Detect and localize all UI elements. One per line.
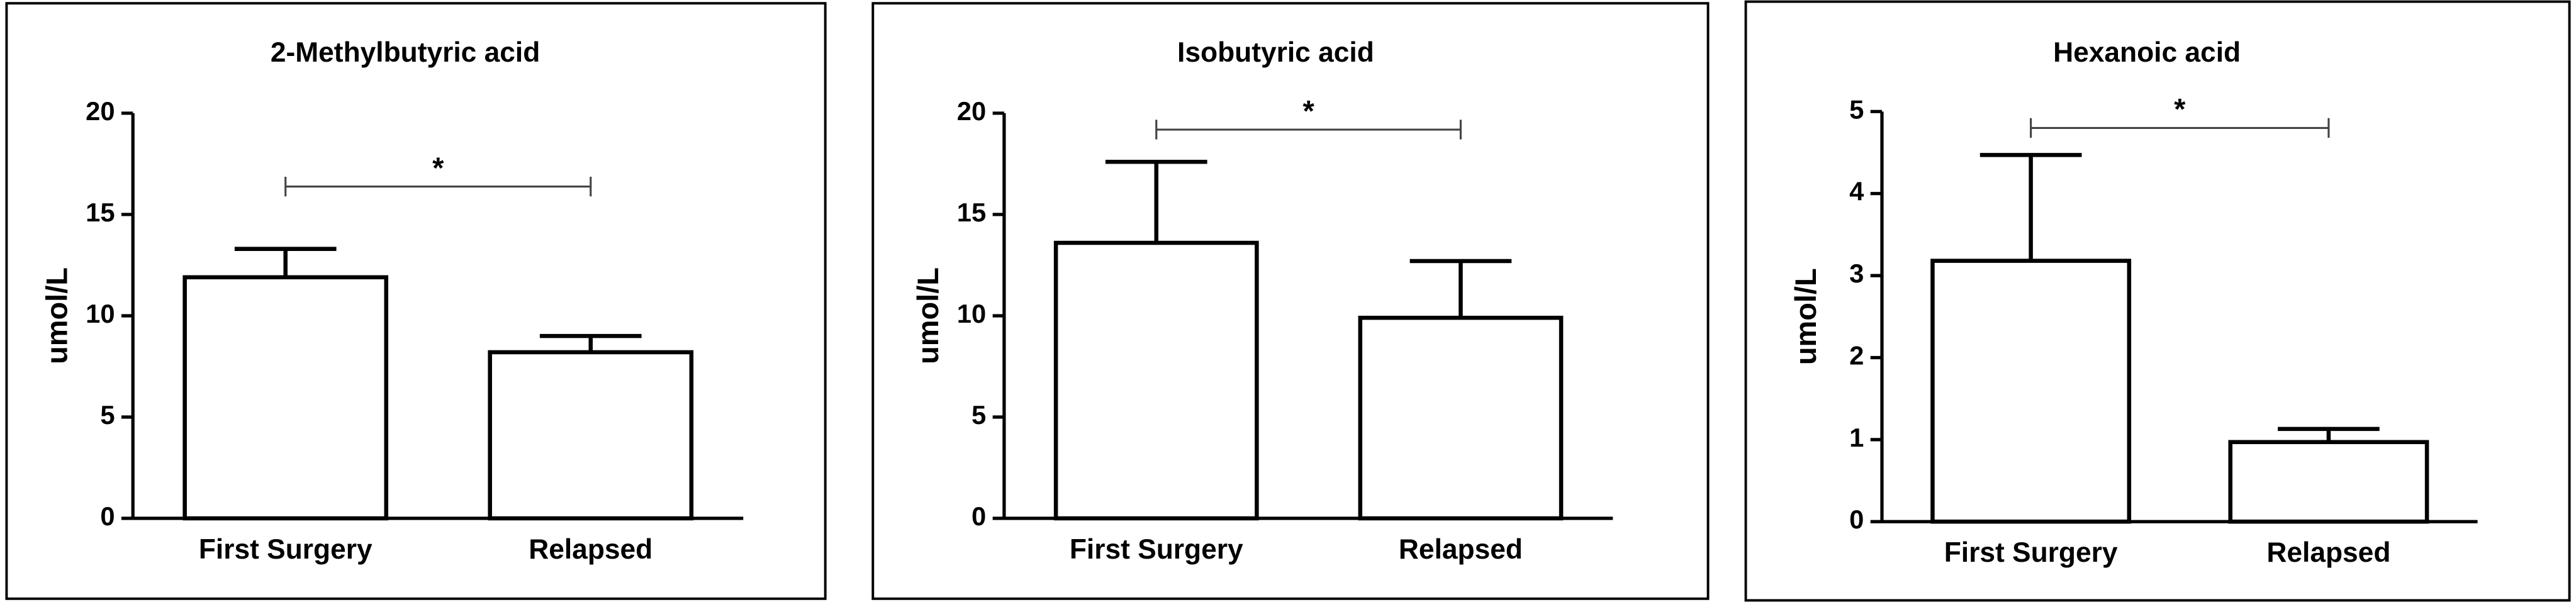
bar [488,350,694,521]
bar [1053,240,1259,521]
x-tick-label: Relapsed [529,534,652,565]
x-tick-label: First Surgery [199,534,372,565]
significance-star: * [2174,93,2186,126]
x-tick-label: First Surgery [1944,537,2118,568]
y-tick-label: 0 [972,501,986,531]
chart-title: Hexanoic acid [2053,37,2241,68]
bar [1358,315,1564,521]
y-tick-label: 5 [1849,94,1864,124]
y-tick-label: 15 [86,198,115,227]
y-tick-label: 2 [1849,340,1864,370]
y-tick-label: 10 [957,299,986,328]
y-tick-label: 20 [86,96,115,126]
y-tick-label: 4 [1849,177,1864,206]
panel-border [5,2,827,600]
y-axis-label: umol/L [912,267,944,364]
y-tick-label: 5 [100,400,115,430]
y-tick-label: 1 [1849,423,1864,452]
y-axis-label: umol/L [1789,268,1822,365]
y-tick-label: 20 [957,96,986,126]
y-tick-label: 0 [100,501,115,531]
x-tick-label: First Surgery [1070,534,1243,565]
y-axis-label: umol/L [40,267,73,364]
panel-border [871,2,1710,600]
y-tick-label: 5 [972,400,986,430]
bar [2228,440,2429,524]
y-tick-label: 0 [1849,504,1864,534]
chart-title: 2-Methylbutyric acid [271,37,540,68]
chart-title: Isobutyric acid [1177,37,1374,68]
bar [182,275,389,521]
x-tick-label: Relapsed [2266,537,2390,568]
y-tick-label: 15 [957,198,986,227]
y-tick-label: 10 [86,299,115,328]
panel-border [1744,0,2571,602]
y-tick-label: 3 [1849,259,1864,288]
significance-star: * [1302,94,1314,127]
significance-star: * [432,152,444,184]
bar [1930,259,2132,524]
x-tick-label: Relapsed [1399,534,1523,565]
